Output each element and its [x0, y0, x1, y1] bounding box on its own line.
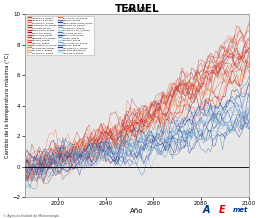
Title: TERUEL: TERUEL	[114, 4, 159, 14]
Text: met: met	[232, 207, 248, 213]
Text: © Agencia Estatal de Meteorología: © Agencia Estatal de Meteorología	[3, 214, 58, 218]
Text: A: A	[203, 205, 210, 215]
X-axis label: Año: Año	[130, 208, 144, 214]
Text: E: E	[219, 205, 225, 215]
Y-axis label: Cambio de la temperatura máxima (°C): Cambio de la temperatura máxima (°C)	[4, 53, 10, 158]
Legend: ACCESS1-0_RCP85, ACCESS1-3_RCP85, bcc-csm1-1_RCP85, bcc-csm1-1-m_RCP85, BNU-ESM_: ACCESS1-0_RCP85, ACCESS1-3_RCP85, bcc-cs…	[27, 16, 94, 54]
Text: ANUAL: ANUAL	[125, 7, 149, 13]
